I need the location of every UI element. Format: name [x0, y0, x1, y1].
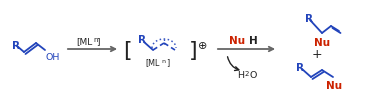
- Text: H: H: [237, 72, 244, 80]
- Text: 2: 2: [245, 72, 249, 78]
- Text: ]: ]: [97, 38, 100, 47]
- Text: R: R: [305, 14, 313, 24]
- Text: [: [: [123, 41, 131, 61]
- Text: +: +: [312, 48, 322, 62]
- Text: R: R: [296, 63, 304, 73]
- Text: OH: OH: [46, 54, 60, 63]
- Text: n: n: [93, 37, 98, 43]
- Text: Nu: Nu: [326, 81, 342, 91]
- FancyArrowPatch shape: [228, 57, 239, 70]
- Text: R: R: [12, 41, 20, 51]
- Text: Nu: Nu: [229, 36, 245, 46]
- Text: n: n: [161, 59, 165, 64]
- Text: H: H: [248, 36, 257, 46]
- Text: ]: ]: [166, 59, 169, 68]
- Text: R: R: [138, 35, 146, 45]
- Text: [ML: [ML: [76, 38, 92, 47]
- Text: ⊕: ⊕: [198, 41, 208, 51]
- Text: [ML: [ML: [146, 59, 160, 68]
- Text: O: O: [249, 72, 256, 80]
- Text: ]: ]: [188, 41, 197, 61]
- Text: Nu: Nu: [314, 38, 330, 48]
